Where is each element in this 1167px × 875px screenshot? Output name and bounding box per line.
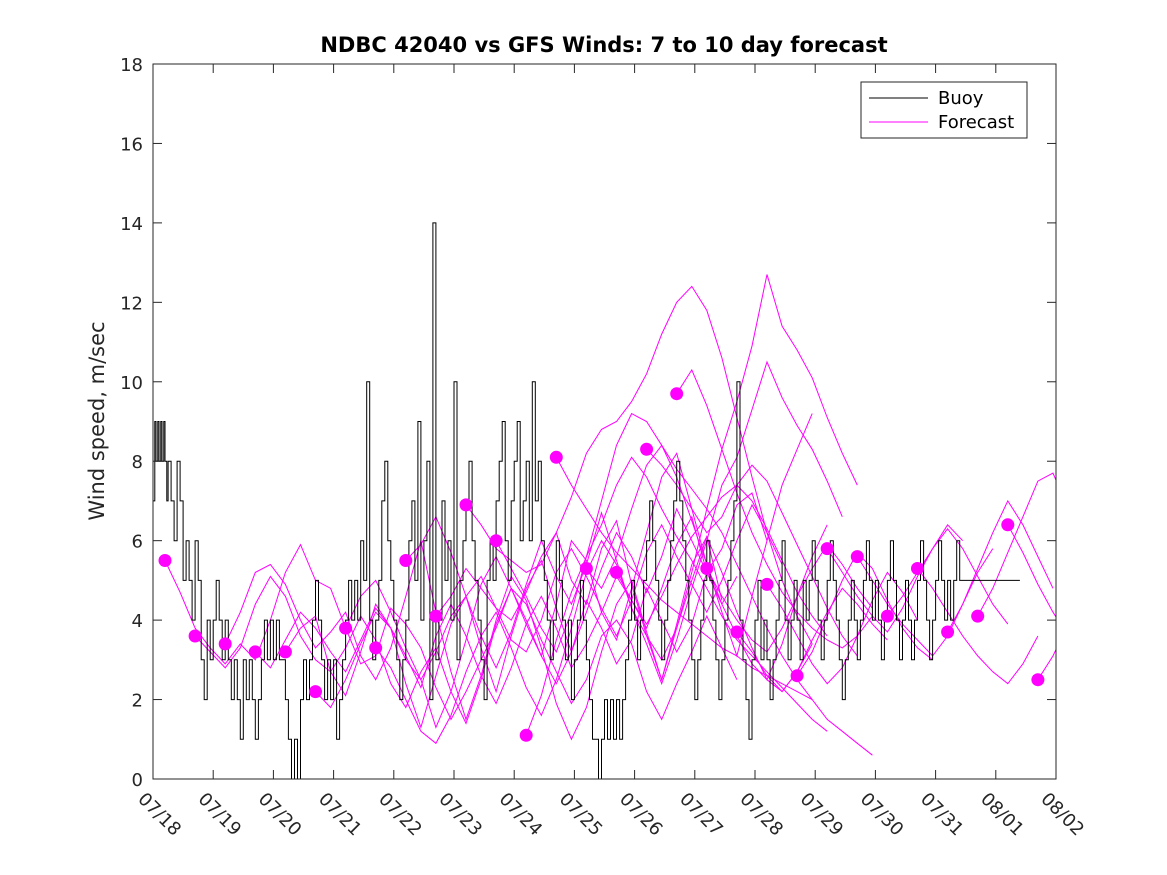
forecast-marker-27 <box>971 609 985 623</box>
forecast-line-24 <box>887 527 1009 625</box>
forecast-line-26 <box>947 499 1054 633</box>
forecast-marker-18 <box>700 562 714 575</box>
forecast-marker-9 <box>429 609 443 623</box>
forecast-line-6 <box>345 413 813 729</box>
forecast-marker-12 <box>519 728 533 742</box>
forecast-line-27 <box>977 472 1056 617</box>
forecast-marker-21 <box>790 669 804 683</box>
buoy-line <box>153 222 1020 779</box>
y-tick-label-4: 8 <box>132 452 143 473</box>
forecast-line-13 <box>555 457 813 701</box>
forecast-line-0 <box>164 543 738 721</box>
y-axis-label: Wind speed, m/sec <box>85 321 109 520</box>
y-tick-label-3: 6 <box>132 532 143 553</box>
forecast-line-18 <box>706 543 873 653</box>
forecast-marker-13 <box>549 450 563 464</box>
forecast-marker-2 <box>218 637 232 651</box>
forecast-marker-1 <box>188 629 202 643</box>
forecast-line-15 <box>616 484 828 637</box>
forecast-marker-20 <box>760 577 774 591</box>
forecast-marker-29 <box>1031 673 1045 687</box>
forecast-line-29 <box>1037 648 1056 680</box>
forecast-line-14 <box>586 444 813 693</box>
forecast-marker-6 <box>339 621 353 635</box>
forecast-line-22 <box>826 523 964 633</box>
forecast-marker-3 <box>248 645 262 659</box>
forecast-line-8 <box>405 360 843 686</box>
y-tick-label-6: 12 <box>120 293 143 314</box>
forecast-line-25 <box>917 568 1039 685</box>
forecast-marker-22 <box>820 542 834 556</box>
forecast-marker-14 <box>579 562 593 575</box>
forecast-marker-11 <box>489 534 503 548</box>
y-tick-label-5: 10 <box>120 373 143 394</box>
forecast-marker-17 <box>670 387 684 401</box>
forecast-line-19 <box>736 587 888 693</box>
forecast-marker-23 <box>850 550 864 564</box>
forecast-marker-25 <box>911 562 924 575</box>
y-tick-label-1: 2 <box>132 691 143 712</box>
y-tick-label-2: 4 <box>132 611 143 632</box>
forecast-marker-0 <box>158 554 172 567</box>
legend-buoy-label: Buoy <box>938 88 984 109</box>
forecast-line-3 <box>254 515 738 705</box>
plot-frame <box>152 63 1057 780</box>
forecast-marker-7 <box>369 641 383 655</box>
forecast-line-16 <box>646 448 858 657</box>
forecast-marker-28 <box>1001 518 1015 532</box>
forecast-marker-15 <box>610 565 623 579</box>
legend-box <box>860 81 1028 139</box>
forecast-line-2 <box>224 535 723 741</box>
forecast-marker-26 <box>941 625 955 639</box>
forecast-marker-10 <box>459 498 473 512</box>
forecast-line-4 <box>284 492 768 730</box>
forecast-marker-4 <box>278 645 292 659</box>
forecast-marker-16 <box>640 442 654 456</box>
forecast-line-7 <box>375 524 828 745</box>
forecast-marker-8 <box>399 554 413 567</box>
legend-forecast-label: Forecast <box>938 112 1014 133</box>
chart-title: NDBC 42040 vs GFS Winds: 7 to 10 day for… <box>320 33 887 57</box>
forecast-line-11 <box>495 412 873 756</box>
y-tick-label-8: 16 <box>120 134 143 155</box>
y-tick-label-0: 0 <box>132 770 143 791</box>
forecast-marker-24 <box>880 609 894 623</box>
forecast-marker-5 <box>309 685 322 699</box>
y-tick-label-9: 18 <box>120 55 143 76</box>
forecast-line-9 <box>435 274 858 682</box>
forecast-line-28 <box>1007 524 1056 618</box>
forecast-line-21 <box>796 551 933 676</box>
forecast-line-10 <box>465 285 813 645</box>
forecast-line-23 <box>856 548 994 657</box>
y-tick-label-7: 14 <box>120 214 143 235</box>
forecast-marker-19 <box>730 625 744 639</box>
axes <box>152 63 1057 780</box>
forecast-line-12 <box>525 456 828 736</box>
legend: Buoy Forecast <box>860 81 1028 139</box>
